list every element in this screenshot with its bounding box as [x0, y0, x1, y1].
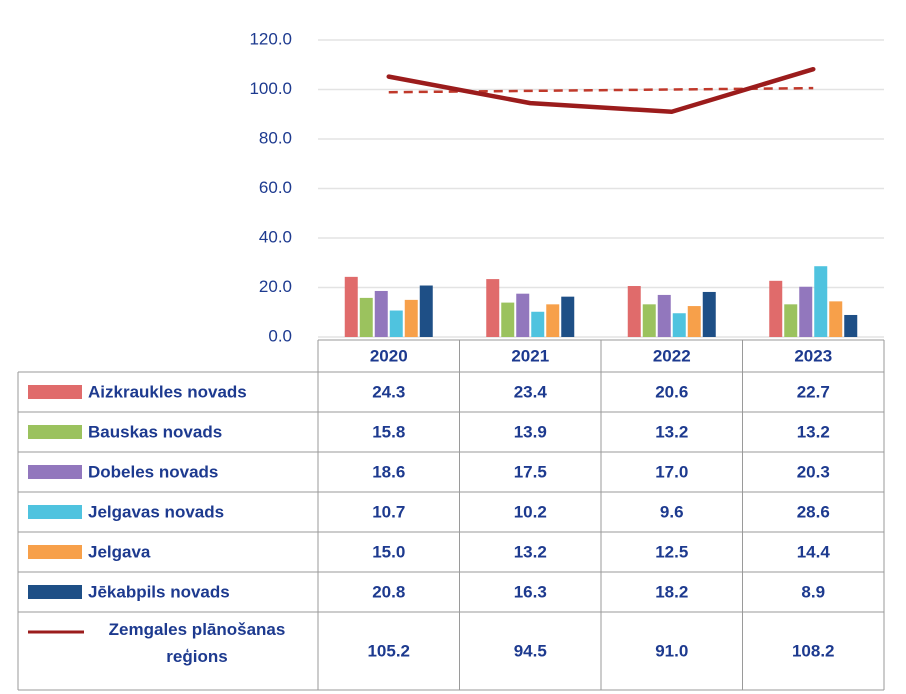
y-tick-label: 80.0 [259, 128, 292, 147]
legend-label: Jelgavas novads [88, 502, 224, 521]
table-value: 94.5 [514, 641, 547, 660]
bar [561, 296, 575, 337]
bar [404, 299, 418, 337]
legend-label: Jelgava [88, 542, 151, 561]
table-value: 10.7 [372, 502, 405, 521]
legend-label: Aizkraukles novads [88, 382, 247, 401]
bar [769, 280, 783, 337]
bar [546, 304, 560, 337]
table-value: 28.6 [797, 502, 830, 521]
line-series [386, 66, 816, 115]
bar [501, 302, 515, 337]
table-value: 20.6 [655, 382, 688, 401]
table-value: 20.8 [372, 582, 405, 601]
table-value: 105.2 [367, 641, 410, 660]
legend-key [28, 385, 82, 399]
table-value: 23.4 [514, 382, 548, 401]
table-value: 24.3 [372, 382, 405, 401]
legend-label: Bauskas novads [88, 422, 222, 441]
bar [389, 310, 403, 337]
x-tick-label: 2021 [511, 346, 549, 365]
legend-label: Zemgales plānošanas reģions [108, 620, 286, 666]
table-value: 15.0 [372, 542, 405, 561]
legend-label: Dobeles novads [88, 462, 218, 481]
table-value: 14.4 [797, 542, 831, 561]
bar [844, 314, 858, 337]
bar [516, 293, 530, 337]
table-value: 18.6 [372, 462, 405, 481]
table-value: 17.0 [655, 462, 688, 481]
bar [627, 286, 641, 337]
table-value: 8.9 [801, 582, 825, 601]
y-tick-label: 120.0 [249, 29, 292, 48]
legend-key [28, 425, 82, 439]
table-value: 18.2 [655, 582, 688, 601]
legend-label: Jēkabpils novads [88, 582, 230, 601]
bar [672, 313, 686, 337]
x-tick-label: 2022 [653, 346, 691, 365]
bar [814, 266, 828, 337]
y-tick-label: 40.0 [259, 227, 292, 246]
table-value: 13.9 [514, 422, 547, 441]
bar [784, 304, 798, 337]
bar [799, 286, 813, 337]
legend-key [28, 545, 82, 559]
y-tick-label: 100.0 [249, 79, 292, 98]
table-value: 108.2 [792, 641, 835, 660]
table-value: 16.3 [514, 582, 547, 601]
table-value: 13.2 [514, 542, 547, 561]
x-tick-label: 2020 [370, 346, 408, 365]
bar [344, 276, 358, 337]
bar [702, 291, 716, 337]
table-value: 20.3 [797, 462, 830, 481]
bar [419, 285, 433, 337]
bar [359, 297, 373, 337]
bar [829, 301, 843, 337]
y-tick-label: 0.0 [268, 326, 292, 345]
legend-label-box: Zemgales plānošanas reģions [108, 620, 286, 666]
table-value: 13.2 [797, 422, 830, 441]
table-value: 17.5 [514, 462, 547, 481]
table-value: 12.5 [655, 542, 688, 561]
table-value: 91.0 [655, 641, 688, 660]
bar [687, 306, 701, 337]
bar [642, 304, 656, 337]
y-tick-label: 20.0 [259, 277, 292, 296]
x-tick-label: 2023 [794, 346, 832, 365]
table-value: 13.2 [655, 422, 688, 441]
legend-key [28, 465, 82, 479]
table-value: 10.2 [514, 502, 547, 521]
table-value: 22.7 [797, 382, 830, 401]
bar [657, 294, 671, 337]
legend-key [28, 585, 82, 599]
bar [531, 311, 545, 337]
y-tick-label: 60.0 [259, 178, 292, 197]
table-value: 15.8 [372, 422, 405, 441]
bar [374, 290, 388, 337]
table-value: 9.6 [660, 502, 684, 521]
legend-key [28, 505, 82, 519]
bar [486, 279, 500, 337]
